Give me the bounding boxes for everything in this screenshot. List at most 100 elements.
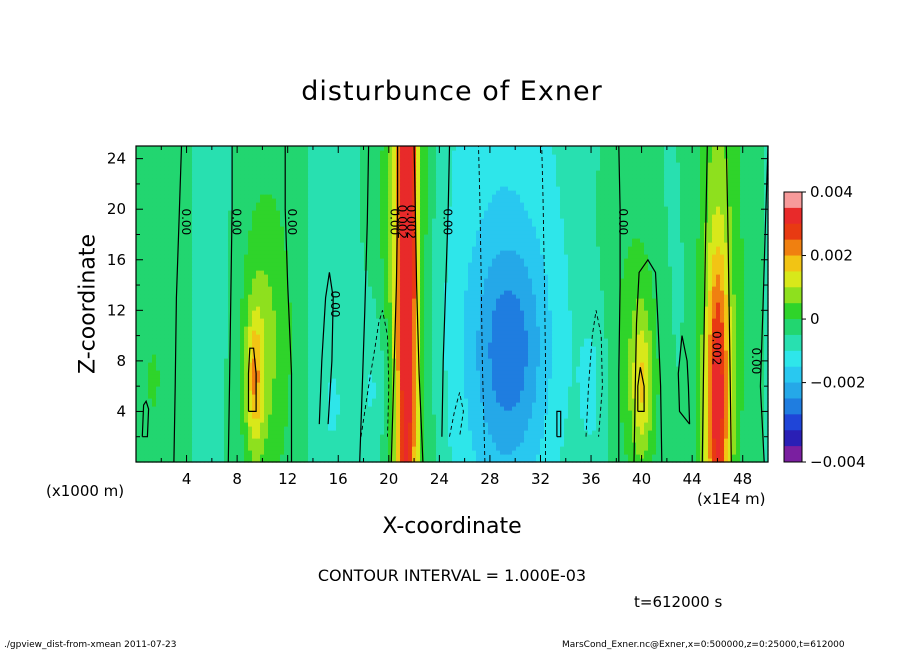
field-cell — [428, 422, 433, 427]
field-cell — [148, 446, 153, 451]
field-cell — [180, 410, 185, 415]
field-cell — [164, 394, 169, 399]
field-cell — [496, 378, 501, 383]
field-cell — [564, 378, 569, 383]
field-cell — [328, 450, 333, 455]
field-cell — [692, 450, 697, 455]
field-cell — [540, 454, 545, 459]
field-cell — [308, 374, 313, 379]
field-cell — [256, 394, 261, 399]
field-cell — [756, 458, 761, 463]
field-cell — [516, 346, 521, 351]
field-cell — [404, 390, 409, 395]
field-cell — [636, 434, 641, 439]
field-cell — [620, 354, 625, 359]
field-cell — [324, 342, 329, 347]
field-cell — [588, 378, 593, 383]
field-cell — [748, 394, 753, 399]
field-cell — [224, 422, 229, 427]
field-cell — [380, 378, 385, 383]
field-cell — [464, 410, 469, 415]
field-cell — [544, 454, 549, 459]
field-cell — [488, 362, 493, 367]
field-cell — [700, 358, 705, 363]
field-cell — [180, 406, 185, 411]
field-cell — [492, 414, 497, 419]
field-cell — [596, 346, 601, 351]
field-cell — [284, 450, 289, 455]
field-cell — [428, 442, 433, 447]
field-cell — [620, 390, 625, 395]
field-cell — [544, 422, 549, 427]
field-cell — [284, 362, 289, 367]
field-cell — [316, 366, 321, 371]
field-cell — [388, 378, 393, 383]
field-cell — [644, 454, 649, 459]
field-cell — [284, 458, 289, 463]
field-cell — [748, 370, 753, 375]
field-cell — [528, 334, 533, 339]
field-cell — [452, 442, 457, 447]
field-cell — [520, 342, 525, 347]
field-cell — [560, 454, 565, 459]
field-cell — [624, 374, 629, 379]
field-cell — [672, 422, 677, 427]
field-cell — [664, 342, 669, 347]
field-cell — [592, 438, 597, 443]
field-cell — [144, 350, 149, 355]
field-cell — [456, 374, 461, 379]
field-cell — [628, 442, 633, 447]
field-cell — [456, 386, 461, 391]
field-cell — [280, 386, 285, 391]
field-cell — [460, 370, 465, 375]
field-cell — [628, 390, 633, 395]
field-cell — [272, 426, 277, 431]
field-cell — [400, 354, 405, 359]
field-cell — [264, 374, 269, 379]
field-cell — [152, 342, 157, 347]
field-cell — [520, 346, 525, 351]
field-cell — [668, 414, 673, 419]
field-cell — [240, 334, 245, 339]
field-cell — [280, 370, 285, 375]
field-cell — [680, 422, 685, 427]
field-cell — [644, 362, 649, 367]
field-cell — [324, 386, 329, 391]
field-cell — [336, 354, 341, 359]
field-cell — [216, 450, 221, 455]
field-cell — [548, 442, 553, 447]
field-cell — [252, 418, 257, 423]
field-cell — [688, 406, 693, 411]
field-cell — [304, 454, 309, 459]
field-cell — [656, 366, 661, 371]
field-cell — [472, 450, 477, 455]
field-cell — [516, 350, 521, 355]
field-cell — [204, 458, 209, 463]
field-cell — [256, 366, 261, 371]
field-cell — [332, 446, 337, 451]
field-cell — [172, 366, 177, 371]
field-cell — [500, 382, 505, 387]
field-cell — [288, 366, 293, 371]
field-cell — [712, 370, 717, 375]
field-cell — [692, 382, 697, 387]
field-cell — [292, 366, 297, 371]
field-cell — [368, 430, 373, 435]
field-cell — [636, 438, 641, 443]
field-cell — [536, 450, 541, 455]
field-cell — [460, 422, 465, 427]
field-cell — [592, 434, 597, 439]
field-cell — [632, 374, 637, 379]
field-cell — [604, 358, 609, 363]
field-cell — [716, 358, 721, 363]
field-cell — [696, 370, 701, 375]
field-cell — [444, 346, 449, 351]
field-cell — [200, 450, 205, 455]
field-cell — [484, 406, 489, 411]
field-cell — [240, 366, 245, 371]
field-cell — [316, 390, 321, 395]
field-cell — [452, 378, 457, 383]
field-cell — [736, 418, 741, 423]
field-cell — [740, 442, 745, 447]
field-cell — [292, 414, 297, 419]
